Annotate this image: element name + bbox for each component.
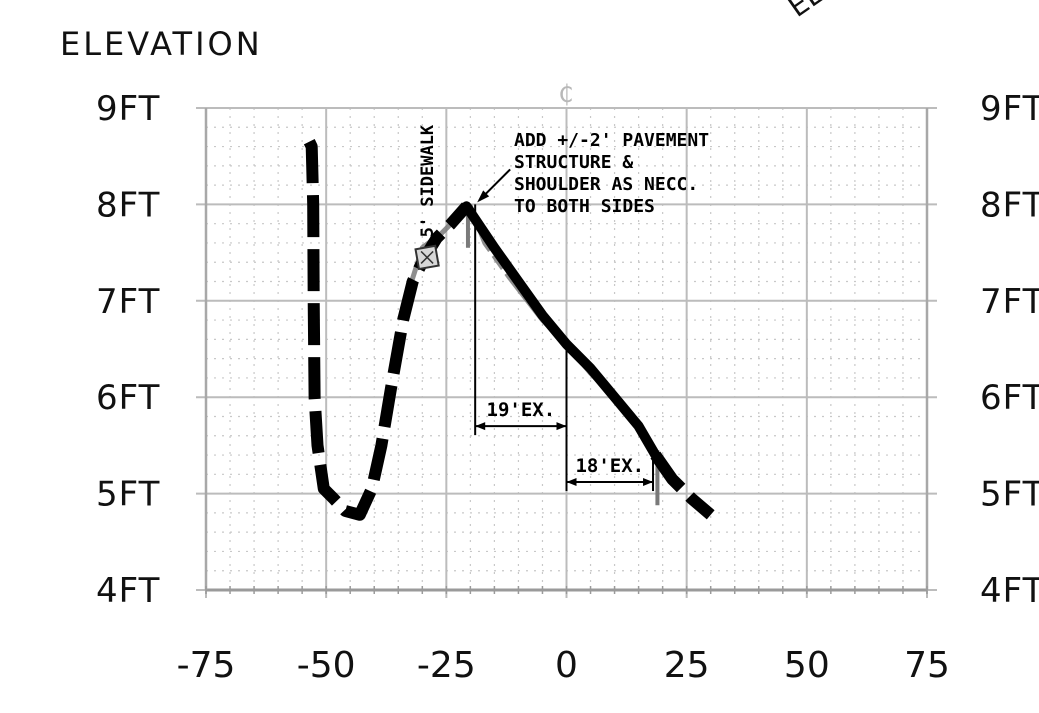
x-tick-label: 75 [904, 645, 950, 686]
axes [204, 108, 929, 594]
profile-line-dashed [650, 451, 715, 520]
note-line: STRUCTURE & [514, 152, 633, 173]
note-line: ADD +/-2' PAVEMENT [514, 130, 709, 151]
y-tick-label-left: 9FT [96, 89, 160, 129]
x-tick-label: -75 [177, 645, 236, 686]
x-tick-label: 50 [784, 645, 830, 686]
x-ticks: -75 -50 -25 0 25 50 75 [177, 645, 950, 686]
note-line: SHOULDER AS NECC. [514, 174, 698, 195]
y-tick-label-left: 7FT [96, 282, 160, 322]
x-tick-label: -50 [297, 645, 356, 686]
profile-line-dashed [303, 139, 471, 521]
y-tick-label-left: 6FT [96, 378, 160, 418]
y-tick-label-left: 5FT [96, 475, 160, 515]
y-ticks-left: 9FT 8FT 7FT 6FT 5FT 4FT [96, 89, 160, 611]
y-tick-label-left: 8FT [96, 185, 160, 225]
y-tick-label-right: 4FT [980, 571, 1039, 611]
dimension-label: 18'EX. [575, 455, 644, 477]
corner-label: EL [782, 0, 829, 24]
y-tick-label-right: 5FT [980, 475, 1039, 515]
x-tick-label: 0 [555, 645, 578, 686]
dimension-arrow [643, 478, 654, 487]
note-leader-arrow [477, 190, 490, 203]
dimension-arrow [556, 422, 567, 431]
centerline-symbol: ₵ [558, 80, 573, 108]
sidewalk-label: 5' SIDEWALK [418, 124, 438, 237]
dimension-arrow [566, 478, 577, 487]
elevation-label: ELEVATION [60, 25, 263, 63]
y-tick-label-right: 8FT [980, 185, 1039, 225]
dimension-label: 19'EX. [487, 399, 556, 421]
x-tick-label: 25 [664, 645, 710, 686]
note-line: TO BOTH SIDES [514, 196, 655, 217]
sidewalk-marker-hatch [420, 250, 434, 264]
y-tick-label-left: 4FT [96, 571, 160, 611]
y-tick-label-right: 7FT [980, 282, 1039, 322]
y-tick-label-right: 9FT [980, 89, 1039, 129]
y-tick-label-right: 6FT [980, 378, 1039, 418]
y-ticks-right: 9FT 8FT 7FT 6FT 5FT 4FT [980, 89, 1039, 611]
x-tick-label: -25 [417, 645, 476, 686]
dimension-arrow [475, 422, 486, 431]
annotations: 19'EX. 18'EX. 5' SIDEWALK ADD +/-2' PAVEMEN… [414, 124, 709, 492]
